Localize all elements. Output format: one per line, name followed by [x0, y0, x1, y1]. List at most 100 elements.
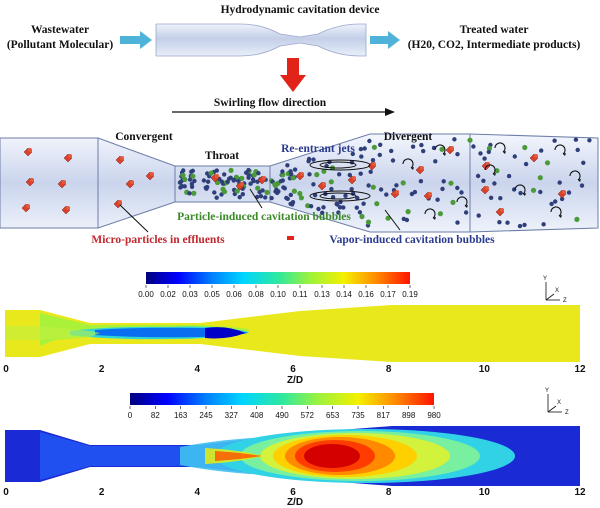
vapor-bubble-icon: [289, 171, 294, 177]
x-tick-label: 0: [3, 487, 9, 498]
swirl-arrow-icon: [514, 184, 526, 195]
vapor-bubble-icon: [257, 189, 262, 195]
vapor-bubble-icon: [421, 148, 426, 154]
microparticle-icon: [66, 206, 70, 210]
vapor-bubble-icon: [280, 169, 285, 174]
vapor-bubble-icon: [212, 190, 217, 195]
colorbar-tick-label: 0.13: [314, 290, 330, 299]
particle-bubble-icon: [180, 172, 186, 178]
swirl-arrow-icon: [494, 142, 506, 153]
particle-bubble-icon: [385, 215, 391, 221]
separator-mark: [287, 236, 294, 240]
vapor-bubble-icon: [394, 183, 399, 188]
vapor-bubble-icon: [222, 172, 227, 177]
microparticle-icon: [450, 146, 454, 150]
vapor-bubble-icon: [354, 205, 359, 210]
input-label-line1: Wastewater: [31, 24, 89, 36]
colorbar-tick-label: 408: [250, 411, 264, 420]
colorbar-tick-label: 572: [301, 411, 315, 420]
triad-y-label: Y: [543, 276, 547, 282]
vapor-bubble-icon: [401, 216, 406, 222]
swirl-arrow-icon: [493, 173, 496, 176]
vapor-bubble-icon: [258, 194, 264, 199]
microparticle-icon: [28, 148, 32, 152]
microparticle-icon: [395, 190, 399, 194]
bubble-field: [21, 137, 592, 229]
throat-label: Throat: [205, 150, 239, 162]
x-tick-label: 2: [99, 364, 105, 375]
vapor-bubble-icon: [357, 210, 363, 215]
vapor-bubble-icon: [587, 138, 592, 143]
vapor-bubble-icon: [378, 142, 383, 147]
vapor-bubble-icon: [492, 181, 497, 186]
vapor-bubble-icon: [541, 222, 546, 227]
particle-bubble-icon: [365, 219, 372, 225]
vapor-bubble-icon: [419, 142, 424, 148]
microparticle-icon: [562, 190, 566, 194]
convergent-label: Convergent: [115, 131, 173, 143]
swirl-arrow-icon: [411, 167, 414, 170]
vapor-bubble-icon: [476, 213, 481, 218]
vapor-bubble-icon: [435, 197, 440, 202]
vapor-bubble-icon: [321, 205, 326, 210]
vapor-bubble-icon: [335, 202, 340, 207]
particle-bubble-icon: [544, 160, 551, 166]
x-tick-label: 12: [574, 364, 586, 375]
x-tick-label: 8: [386, 364, 392, 375]
inflow-arrow-icon: [120, 31, 152, 49]
microparticle-icon: [420, 166, 424, 170]
vapor-bubble-icon: [311, 182, 316, 187]
swirl-icon: [319, 192, 357, 200]
triad-z-label: Z: [565, 410, 569, 416]
colorbar-tick-label: 0.14: [336, 290, 352, 299]
particle-bubble-icon: [450, 199, 456, 205]
particle-bubbles-pointer: [249, 188, 263, 209]
swirl-arrow-icon: [433, 217, 436, 220]
triad-x-label: X: [557, 400, 561, 406]
swirl-arrow-icon: [569, 170, 581, 181]
particle-bubble-icon: [221, 189, 228, 195]
vapor-bubble-icon: [341, 205, 346, 210]
vapor-bubble-icon: [409, 191, 415, 197]
triad-z-label: Z: [563, 298, 567, 304]
vapor-bubble-icon: [278, 179, 284, 184]
vapor-bubble-icon: [192, 178, 197, 184]
x-tick-label: 6: [290, 487, 296, 498]
input-label-line2: (Pollutant Molecular): [7, 39, 114, 51]
triad-x-label: X: [555, 288, 559, 294]
colorbar-tick-label: 653: [326, 411, 340, 420]
vapor-bubble-icon: [366, 183, 371, 188]
axes-triad-1: Y X Z: [543, 276, 567, 304]
colorbar-tick-label: 0.16: [358, 290, 374, 299]
down-arrow-icon: [280, 58, 306, 92]
colorbar-2: [130, 393, 434, 405]
colorbar-tick-label: 0.11: [293, 290, 309, 299]
vapor-bubble-icon: [488, 195, 494, 200]
vapor-bubble-icon: [347, 172, 352, 178]
vapor-bubble-icon: [553, 199, 558, 204]
vapor-bubble-icon: [361, 201, 366, 206]
particle-bubbles-label: Particle-induced cavitation bubbles: [177, 211, 351, 223]
vapor-bubble-icon: [441, 179, 446, 184]
colorbar-1-ticks: 0.00 0.02 0.03 0.05 0.06 0.08 0.10 0.11 0.13 0.14…: [138, 285, 418, 299]
particle-bubble-icon: [494, 168, 500, 174]
vapor-bubble-icon: [320, 210, 325, 215]
vapor-bubble-icon: [251, 178, 256, 184]
vapor-bubble-icon: [538, 189, 543, 195]
swirl-arrow-icon: [443, 153, 446, 156]
vapor-bubble-icon: [187, 191, 192, 196]
colorbar-tick-label: 0.03: [182, 290, 198, 299]
flow-direction-arrow-icon: [385, 108, 395, 116]
vapor-bubble-icon: [497, 220, 502, 225]
vapor-bubble-icon: [231, 178, 236, 183]
particle-bubble-icon: [537, 175, 543, 181]
vapor-bubble-icon: [269, 195, 274, 201]
x-tick-label: 0: [3, 364, 9, 375]
vapor-bubble-icon: [225, 179, 230, 184]
outflow-arrow-icon: [370, 31, 400, 49]
swirl-arrow-icon: [465, 205, 468, 208]
particle-bubble-icon: [264, 189, 270, 195]
particle-bubble-icon: [297, 190, 303, 197]
colorbar-tick-label: 735: [351, 411, 365, 420]
particle-bubble-icon: [467, 137, 473, 143]
